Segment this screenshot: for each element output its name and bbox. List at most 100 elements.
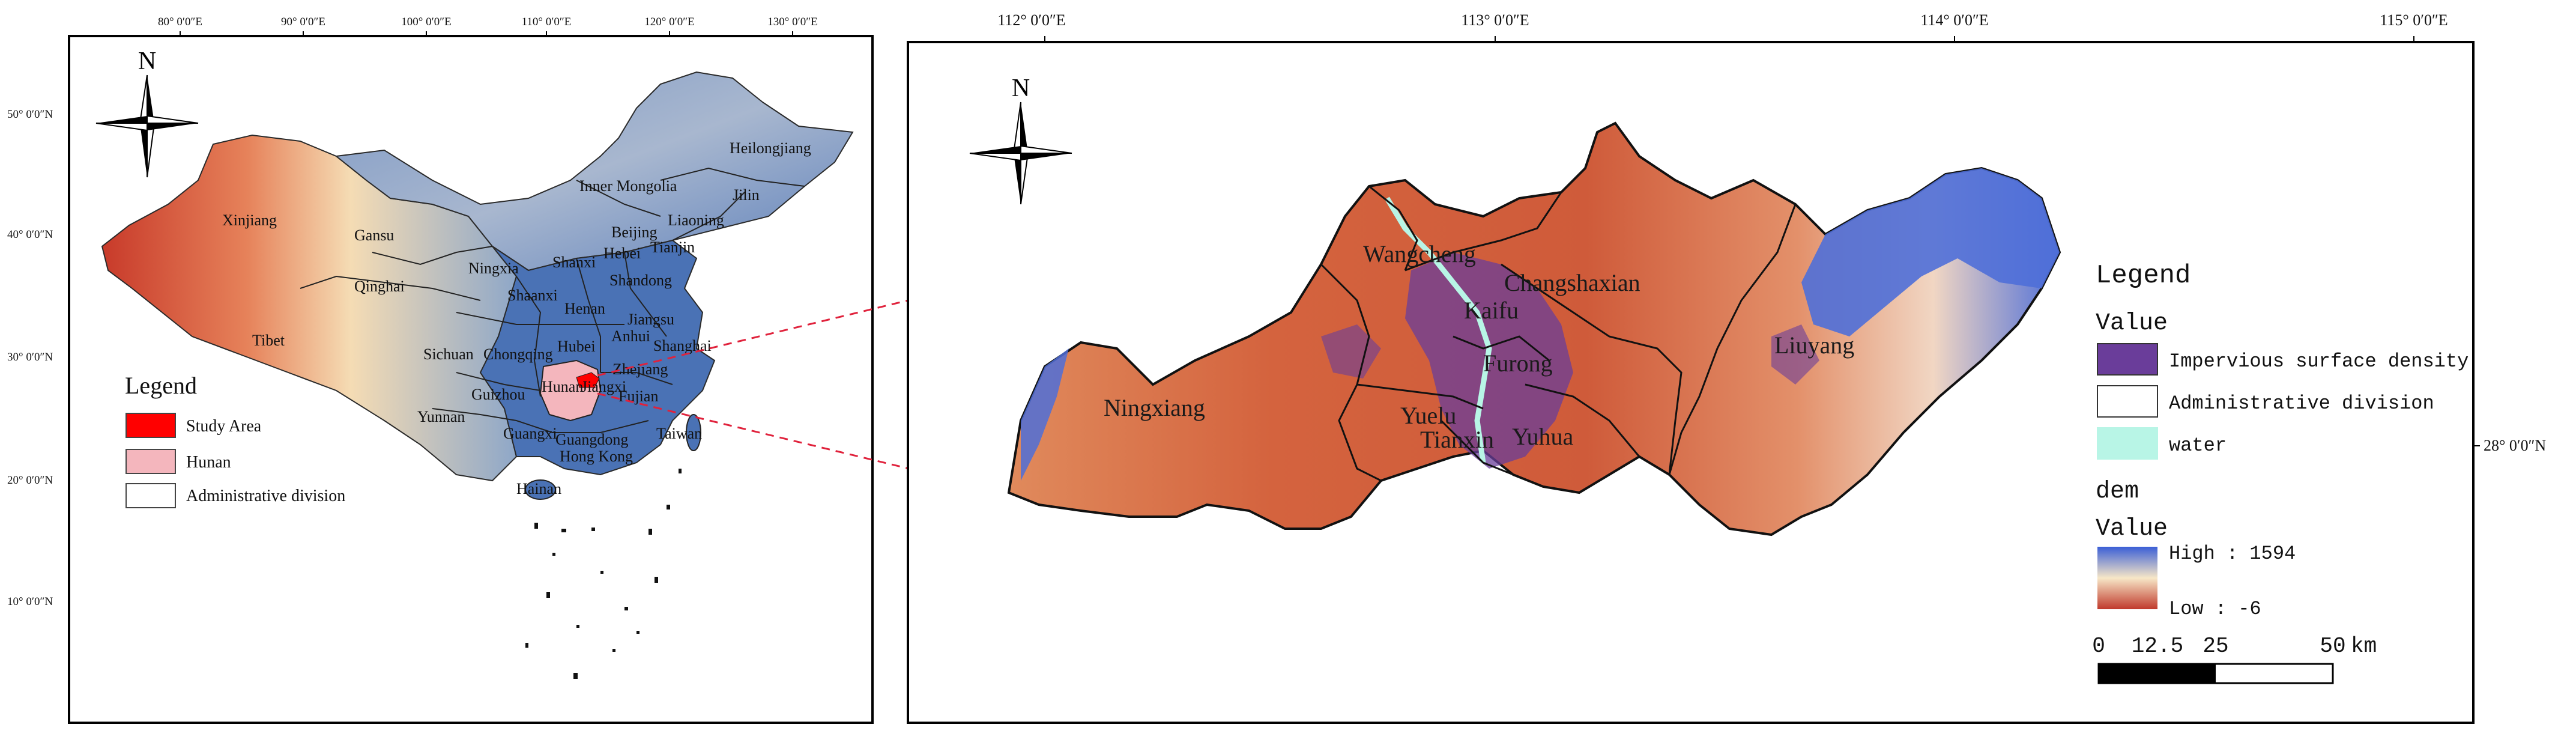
province-label: Hubei [557,338,596,355]
province-label: Liaoning [668,211,724,229]
lat-label: 30° 0′0″N [7,351,53,363]
county-label: Kaifu [1464,297,1519,324]
province-label: Shandong [609,272,672,289]
north-arrow-icon: N [95,47,199,178]
xiang-river [1385,196,1492,463]
highland-east [1801,168,2060,336]
province-label: Guangxi [503,425,557,442]
province-label: Tibet [252,332,285,349]
province-label: Hunan [542,378,583,395]
lat-label: 50° 0′0″N [7,108,53,121]
scale-tick-label: 25 [2203,634,2228,658]
legend-label: water [2169,434,2227,457]
province-label: Taiwan [656,425,702,442]
province-label: Guizhou [471,386,525,403]
province-label: Xinjiang [222,211,277,229]
legend-title: Legend [2096,261,2191,291]
china-north-landmass [334,71,854,272]
province-label: Ningxia [468,260,519,277]
province-label: Tianjin [650,239,695,256]
province-label: Anhui [611,327,650,345]
north-arrow-icon: N [969,75,1072,205]
province-label: Hong Kong [560,448,633,465]
lon-label: 130° 0′0″E [767,16,818,28]
lon-label: 115° 0′0″E [2380,11,2448,29]
province-label: Guangdong [555,431,628,448]
left-graticule-top: 80° 0′0″E 90° 0′0″E 100° 0′0″E 110° 0′0″… [158,16,818,36]
lon-label: 100° 0′0″E [401,16,452,28]
scale-tick-label: 0 [2092,634,2105,658]
legend-swatch-study-area [125,413,176,438]
legend-title: Legend [125,372,197,399]
county-label: Liuyang [1774,332,1854,359]
south-sea-islands [525,469,682,679]
province-label: Zhejiang [612,360,668,378]
legend-swatch-impervious [2097,343,2158,376]
dem-high-label: High : 1594 [2169,543,2296,565]
county-boundaries [1320,185,1797,482]
province-label: Shanghai [653,337,712,354]
province-label: Fujian [618,388,658,405]
lon-label: 110° 0′0″E [522,16,572,28]
dem-value-header: Value [2096,515,2168,543]
province-label: Beijing [611,224,658,241]
right-legend: Legend Value Impervious surface density … [2096,261,2469,620]
county-label: Tianxin [1420,426,1494,453]
scale-tick-label: 50 [2320,634,2345,658]
dem-color-ramp [2097,547,2157,609]
scale-bar-segment [2157,664,2216,683]
legend-label: Administrative division [2169,392,2434,415]
impervious-patch [1321,324,1381,379]
left-legend: Legend Study Area Hunan Administrative d… [125,372,345,508]
province-label: Jilin [733,186,760,204]
province-label: Hebei [603,245,641,262]
study-area [576,372,600,388]
province-label: Chongqing [483,345,553,363]
scale-tick-label: 12.5 [2132,634,2183,658]
county-label: Yuhua [1512,423,1573,450]
legend-swatch-hunan [125,449,176,474]
lon-label: 114° 0′0″E [1920,11,1988,29]
lat-label: 20° 0′0″N [7,474,53,487]
scale-unit: km [2351,634,2377,658]
left-map: 80° 0′0″E 90° 0′0″E 100° 0′0″E 110° 0′0″… [7,16,874,724]
lon-label: 90° 0′0″E [281,16,325,28]
legend-swatch-admin [2097,385,2158,418]
lat-label-right: 28° 0′0″N [2484,437,2546,454]
legend-label: Administrative division [186,487,345,505]
north-label: N [1012,75,1030,102]
right-graticule-top: 112° 0′0″E 113° 0′0″E 114° 0′0″E 115° 0′… [997,11,2546,454]
county-label: Changshaxian [1504,269,1640,296]
legend-swatch-water [2097,427,2158,460]
province-label: Hainan [516,480,561,497]
legend-label: Hunan [186,453,231,472]
left-graticule-left: 50° 0′0″N 40° 0′0″N 30° 0′0″N 20° 0′0″N … [7,108,53,608]
north-label: N [138,47,156,75]
province-label: Jiangxi [581,378,626,395]
province-label: Henan [564,300,605,317]
province-label: Qinghai [354,278,405,295]
china-east-landmass [479,239,716,476]
province-label: Shaanxi [507,287,558,304]
province-label: Shanxi [552,254,596,271]
province-label: Heilongjiang [730,139,811,157]
province-labels: Xinjiang Tibet Qinghai Gansu Inner Mongo… [222,139,811,497]
county-label: Wangcheng [1363,240,1476,267]
taiwan-island [686,414,701,451]
legend-label: Impervious surface density [2169,350,2469,373]
hainan-island [525,479,556,500]
province-label: Jiangsu [627,311,674,328]
province-label: Sichuan [423,345,474,363]
lon-label: 112° 0′0″E [997,11,1065,29]
province-label: Inner Mongolia [579,177,677,195]
highland-west [1021,348,1069,481]
county-labels: Ningxiang Wangcheng Changshaxian Kaifu F… [1104,240,1854,453]
county-label: Furong [1483,350,1553,377]
dem-low-label: Low : -6 [2169,598,2261,620]
legend-value-header: Value [2096,310,2168,337]
county-label: Yuelu [1400,402,1456,429]
lon-label: 120° 0′0″E [644,16,695,28]
impervious-patch [1771,324,1819,385]
scale-bar: 0 12.5 25 50 km [2092,634,2377,684]
